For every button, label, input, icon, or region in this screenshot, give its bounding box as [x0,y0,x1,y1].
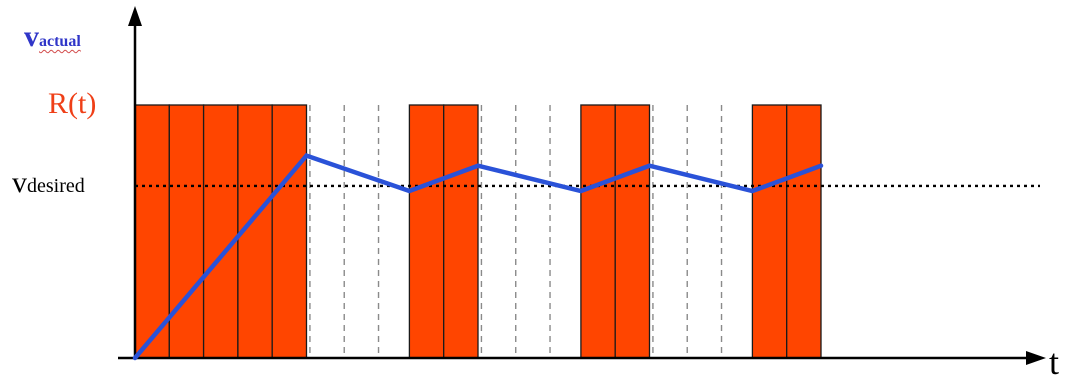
v-desired-subscript: desired [27,175,85,197]
pulse-slot [786,104,822,359]
pulse-slot [751,104,788,359]
r-t-label: R(t) [48,87,97,120]
pulse-slot [168,104,205,359]
slot-dividers [309,105,723,358]
pulse-slot [202,104,239,359]
pulse-slot [580,104,616,359]
v-desired-label: vdesired [12,168,85,201]
y-axis-arrowhead [128,6,142,26]
pulse-slot [408,104,445,359]
pulse-slot [614,104,651,359]
t-axis-label: t [1049,342,1060,382]
pulse-bars [134,104,822,359]
v-actual-symbol: v [24,20,39,53]
v-desired-symbol: v [12,166,27,199]
v-actual-subscript: actual [39,33,81,50]
pulse-slot [271,104,308,359]
x-axis-arrowhead [1026,351,1046,365]
actual-velocity-line [132,152,824,361]
pulse-slot [443,104,479,359]
v-actual-label: vactual [24,22,81,57]
pulse-slot [134,104,170,359]
